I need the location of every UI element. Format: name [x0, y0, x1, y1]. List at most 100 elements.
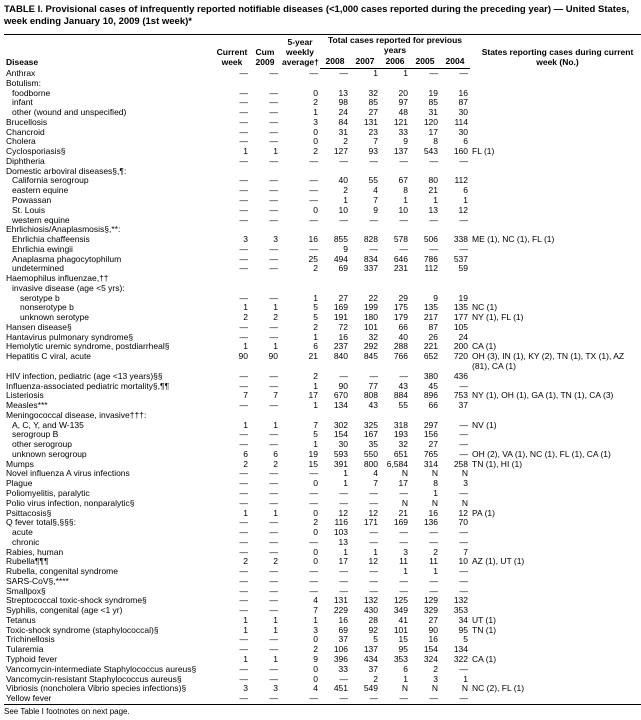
cell-value: —: [350, 157, 380, 167]
cell-states: [470, 118, 641, 128]
table-row: serogroup B——5154167193156—: [4, 430, 641, 440]
cell-disease: foodborne: [4, 89, 214, 99]
cell-states: [470, 206, 641, 216]
cell-states: [470, 255, 641, 265]
cell-states: [470, 108, 641, 118]
cell-value: —: [214, 694, 250, 704]
cell-value: —: [380, 216, 410, 226]
cell-value: 1: [380, 69, 410, 79]
table-row: Powassan———17111: [4, 196, 641, 206]
cell-states: [470, 98, 641, 108]
cell-states: NY (1), FL (1): [470, 313, 641, 323]
cell-states: ME (1), NC (1), FL (1): [470, 235, 641, 245]
table-row: Rubella, congenital syndrome—————11—: [4, 567, 641, 577]
cell-value: 549: [350, 684, 380, 694]
table-row: Tularemia——210613795154134: [4, 645, 641, 655]
table-row: invasive disease (age <5 yrs):: [4, 284, 641, 294]
cell-value: 845: [350, 352, 380, 372]
table-row: chronic———13————: [4, 538, 641, 548]
table-row: Cyclosporiasis§11212793137543160FL (1): [4, 147, 641, 157]
cell-states: [470, 430, 641, 440]
table-row: Rabies, human——011327: [4, 548, 641, 558]
cell-value: 37: [440, 401, 470, 411]
table-row: Brucellosis——384131121120114: [4, 118, 641, 128]
cell-value: —: [250, 69, 280, 79]
cell-value: N: [380, 684, 410, 694]
table-row: Psittacosis§1101212211612PA (1): [4, 509, 641, 519]
cell-states: [470, 528, 641, 538]
cell-value: 69: [320, 264, 350, 274]
cell-value: —: [320, 216, 350, 226]
col-2008: 2008: [320, 56, 350, 68]
cell-value: —: [250, 216, 280, 226]
cell-value: 66: [410, 401, 440, 411]
table-row: Anthrax————11——: [4, 69, 641, 79]
table-title: TABLE I. Provisional cases of infrequent…: [4, 4, 637, 28]
data-table: Disease Current week Cum 2009 5-year wee…: [4, 34, 641, 705]
cell-value: —: [320, 69, 350, 79]
table-row: A, C, Y, and W-135117302325318297—NV (1): [4, 421, 641, 431]
table-row: Syphilis, congenital (age <1 yr)——722943…: [4, 606, 641, 616]
cell-disease: Hepatitis C viral, acute: [4, 352, 214, 372]
cell-value: 90: [214, 352, 250, 372]
table-row: other (wound and unspecified)——124274831…: [4, 108, 641, 118]
cell-states: [470, 538, 641, 548]
cell-value: [380, 274, 410, 284]
cell-states: [470, 567, 641, 577]
cell-states: [470, 69, 641, 79]
table-row: Q fever total§,§§§:——211617116913670: [4, 518, 641, 528]
cell-states: CA (1): [470, 655, 641, 665]
cell-value: —: [440, 69, 470, 79]
cell-value: [214, 274, 250, 284]
cell-value: —: [410, 69, 440, 79]
cell-states: [470, 216, 641, 226]
cell-value: —: [410, 157, 440, 167]
cell-value: 90: [250, 352, 280, 372]
cell-value: —: [280, 694, 320, 704]
table-row: Yellow fever————————: [4, 694, 641, 704]
cell-value: 231: [380, 264, 410, 274]
cell-value: —: [410, 216, 440, 226]
cell-states: [470, 587, 641, 597]
cell-value: 337: [350, 264, 380, 274]
cell-states: [470, 176, 641, 186]
cell-disease: Yellow fever: [4, 694, 214, 704]
cell-value: 21: [280, 352, 320, 372]
col-current-week: Current week: [214, 34, 250, 68]
cell-disease: Vibriosis (noncholera Vibrio species inf…: [4, 684, 214, 694]
cell-states: [470, 401, 641, 411]
cell-states: [470, 323, 641, 333]
cell-value: 4: [280, 684, 320, 694]
cell-value: 451: [320, 684, 350, 694]
table-row: Toxic-shock syndrome (staphylococcal)§11…: [4, 626, 641, 636]
table-row: Hepatitis C viral, acute9090218408457666…: [4, 352, 641, 372]
cell-value: 766: [380, 352, 410, 372]
cell-value: [350, 274, 380, 284]
col-2004: 2004: [440, 56, 470, 68]
table-row: Botulism:: [4, 79, 641, 89]
cell-value: 3: [214, 684, 250, 694]
table-row: Novel influenza A virus infections———14N…: [4, 469, 641, 479]
table-row: Ehrlichia chaffeensis3316855828578506338…: [4, 235, 641, 245]
cell-value: —: [250, 157, 280, 167]
cell-states: [470, 196, 641, 206]
cell-value: —: [214, 216, 250, 226]
cell-value: —: [250, 401, 280, 411]
cell-value: N: [440, 684, 470, 694]
table-row: Vibriosis (noncholera Vibrio species inf…: [4, 684, 641, 694]
cell-value: 2: [280, 264, 320, 274]
cell-value: 43: [350, 401, 380, 411]
table-row: Plague——0171783: [4, 479, 641, 489]
cell-disease: Q fever total§,§§§:: [4, 518, 214, 528]
cell-value: [280, 274, 320, 284]
col-cum-2009: Cum 2009: [250, 34, 280, 68]
table-row: Meningococcal disease, invasive†††:: [4, 411, 641, 421]
cell-states: [470, 167, 641, 177]
cell-states: [470, 284, 641, 294]
table-row: serotype b——1272229919: [4, 294, 641, 304]
cell-states: [470, 137, 641, 147]
cell-states: PA (1): [470, 509, 641, 519]
cell-states: [470, 479, 641, 489]
cell-value: —: [214, 401, 250, 411]
cell-value: —: [280, 216, 320, 226]
